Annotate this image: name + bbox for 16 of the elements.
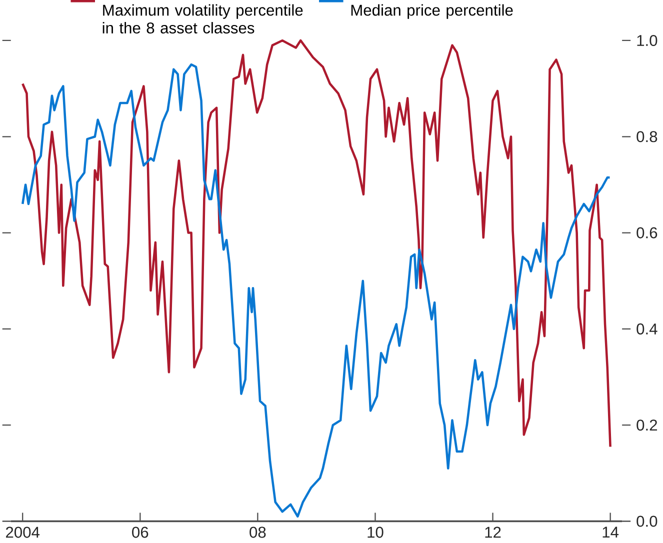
y-tick-label: 0.0 [636, 516, 658, 527]
x-tick-label: 08 [250, 526, 266, 538]
x-tick-label: 06 [132, 526, 148, 538]
x-tick-label: 14 [602, 526, 619, 538]
y-tick-label: 0.6 [636, 227, 658, 238]
y-tick-label: 0.8 [636, 131, 658, 142]
series-label: Maximum volatility percentile in the 8 asset classes [102, 4, 303, 34]
x-tick-label: 2004 [6, 526, 40, 538]
y-tick-label: 1.0 [637, 34, 658, 46]
line-series [21, 63, 611, 518]
y-tick-label: 0.2 [636, 420, 658, 431]
x-tick-label: 12 [485, 526, 501, 538]
x-tick-label: 10 [368, 526, 384, 538]
line-series [21, 39, 612, 448]
y-tick-label: 0.4 [636, 323, 658, 334]
legend-label: Median price percentile [351, 4, 513, 19]
